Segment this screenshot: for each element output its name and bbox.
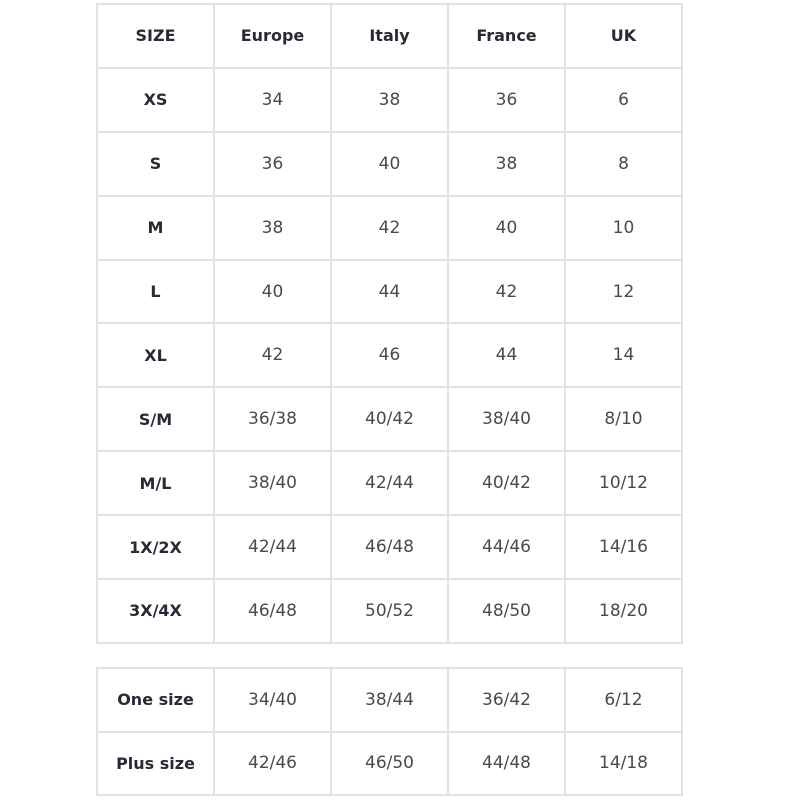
table-row: Plus size 42/46 46/50 44/48 14/18 [96,730,683,796]
size-value: 38/40 [447,386,566,453]
size-value: 44/46 [447,514,566,581]
size-value: 14 [564,322,683,389]
size-chart-table: SIZE Europe Italy France UK XS 34 38 36 6 S 36 40 38 8… [96,3,683,644]
size-label: L [96,258,215,325]
size-value: 18/20 [564,578,683,644]
size-value: 38 [447,130,566,197]
size-value: 14/18 [564,730,683,796]
size-value: 46/50 [330,730,449,796]
size-value: 42 [213,322,332,389]
size-value: 34 [213,66,332,133]
column-header: Europe [213,3,332,69]
size-label: XL [96,322,215,389]
size-value: 6 [564,66,683,133]
size-label: M/L [96,450,215,517]
size-value: 42 [330,194,449,261]
size-value: 10 [564,194,683,261]
size-value: 34/40 [213,667,332,733]
size-value: 42/46 [213,730,332,796]
size-label: M [96,194,215,261]
size-value: 36/42 [447,667,566,733]
table-row: L 40 44 42 12 [96,258,683,325]
size-value: 48/50 [447,578,566,644]
size-value: 10/12 [564,450,683,517]
table-row: 1X/2X 42/44 46/48 44/46 14/16 [96,514,683,581]
size-value: 44 [447,322,566,389]
table-row: One size 34/40 38/44 36/42 6/12 [96,667,683,733]
column-header: Italy [330,3,449,69]
size-value: 42 [447,258,566,325]
size-value: 44/48 [447,730,566,796]
size-value: 40/42 [330,386,449,453]
size-value: 46/48 [330,514,449,581]
size-value: 36 [213,130,332,197]
size-value: 8/10 [564,386,683,453]
size-value: 38 [330,66,449,133]
column-header: France [447,3,566,69]
size-value: 38/44 [330,667,449,733]
size-value: 14/16 [564,514,683,581]
size-value: 38 [213,194,332,261]
size-label: 1X/2X [96,514,215,581]
column-header: UK [564,3,683,69]
table-row: XL 42 46 44 14 [96,322,683,389]
table-row: M 38 42 40 10 [96,194,683,261]
size-label: 3X/4X [96,578,215,644]
size-value: 42/44 [213,514,332,581]
size-label: XS [96,66,215,133]
table-row: M/L 38/40 42/44 40/42 10/12 [96,450,683,517]
size-label: S/M [96,386,215,453]
size-value: 40 [330,130,449,197]
size-value: 36 [447,66,566,133]
size-value: 40 [447,194,566,261]
size-value: 8 [564,130,683,197]
size-label: One size [96,667,215,733]
size-value: 44 [330,258,449,325]
table-row: S/M 36/38 40/42 38/40 8/10 [96,386,683,453]
column-header: SIZE [96,3,215,69]
size-value: 40 [213,258,332,325]
size-value: 6/12 [564,667,683,733]
special-sizes-table: One size 34/40 38/44 36/42 6/12 Plus size 42/4… [96,667,683,796]
size-value: 50/52 [330,578,449,644]
size-label: Plus size [96,730,215,796]
size-value: 38/40 [213,450,332,517]
table-row: 3X/4X 46/48 50/52 48/50 18/20 [96,578,683,644]
size-value: 42/44 [330,450,449,517]
size-value: 36/38 [213,386,332,453]
size-value: 46/48 [213,578,332,644]
header-row: SIZE Europe Italy France UK [96,3,683,69]
table-row: S 36 40 38 8 [96,130,683,197]
size-value: 46 [330,322,449,389]
size-label: S [96,130,215,197]
size-value: 12 [564,258,683,325]
table-row: XS 34 38 36 6 [96,66,683,133]
size-value: 40/42 [447,450,566,517]
